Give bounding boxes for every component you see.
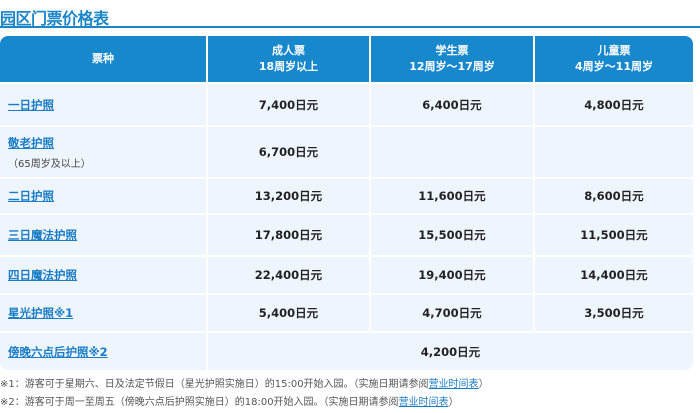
student-price: 4,700日元 (371, 293, 533, 331)
student-price: 11,600日元 (371, 177, 533, 213)
header-child-label: 儿童票 (597, 44, 631, 57)
header-adult-label: 成人票 (272, 44, 305, 57)
header-student-label: 学生票 (435, 44, 469, 57)
table-row: 敬老护照 （65周岁及以上） 6,700日元 (0, 125, 693, 177)
adult-price: 6,700日元 (208, 125, 369, 177)
ticket-link[interactable]: 星光护照※1 (8, 306, 74, 320)
header-student-age: 12周岁～17周岁 (409, 60, 495, 73)
child-price: 14,400日元 (535, 255, 693, 293)
ticket-name: 三日魔法护照 (0, 213, 206, 255)
schedule-link[interactable]: 营业时间表 (398, 397, 449, 408)
student-price: 19,400日元 (371, 255, 533, 293)
adult-price: 22,400日元 (208, 255, 369, 293)
adult-price: 5,400日元 (208, 293, 369, 331)
ticket-name: 二日护照 (0, 177, 206, 213)
adult-price: 7,400日元 (208, 82, 369, 125)
ticket-name: 傍晚六点后护照※2 (0, 331, 206, 370)
ticket-link[interactable]: 四日魔法护照 (8, 268, 77, 282)
table-row: 三日魔法护照 17,800日元 15,500日元 11,500日元 (0, 213, 693, 255)
student-price: 15,500日元 (371, 213, 533, 255)
adult-price: 17,800日元 (208, 213, 369, 255)
ticket-link[interactable]: 敬老护照 (8, 135, 54, 150)
footnote-end: ） (448, 397, 459, 408)
ticket-name: 一日护照 (0, 82, 206, 125)
header-adult: 成人票 18周岁以上 (208, 36, 369, 82)
table-row: 星光护照※1 5,400日元 4,700日元 3,500日元 (0, 293, 693, 331)
header-child-age: 4周岁～11周岁 (575, 60, 653, 73)
table-row: 四日魔法护照 22,400日元 19,400日元 14,400日元 (0, 255, 693, 293)
footnote-end: ） (478, 379, 489, 390)
ticket-name: 四日魔法护照 (0, 255, 206, 293)
all-price: 4,200日元 (208, 331, 693, 370)
table-row: 傍晚六点后护照※2 4,200日元 (0, 331, 693, 370)
ticket-link[interactable]: 一日护照 (8, 97, 54, 112)
footnote: ※1：游客可于星期六、日及法定节假日（星光护照实施日）的15:00开始入园。（实… (0, 376, 489, 394)
schedule-link[interactable]: 营业时间表 (428, 379, 479, 390)
footnote: ※2：游客可于周一至周五（傍晚六点后护照实施日）的18:00开始入园。（实施日期… (0, 394, 489, 412)
table-row: 一日护照 7,400日元 6,400日元 4,800日元 (0, 82, 693, 125)
title-divider (0, 26, 700, 28)
child-price: 3,500日元 (535, 293, 693, 331)
table-row: 二日护照 13,200日元 11,600日元 8,600日元 (0, 177, 693, 213)
student-price: 6,400日元 (371, 82, 533, 125)
header-student: 学生票 12周岁～17周岁 (371, 36, 533, 82)
child-price: 11,500日元 (535, 213, 693, 255)
page-title: 园区门票价格表 (0, 9, 109, 28)
child-price: 8,600日元 (535, 177, 693, 213)
price-table: 票种 成人票 18周岁以上 学生票 12周岁～17周岁 儿童票 4周岁～11周岁 一日… (0, 36, 695, 370)
adult-price: 13,200日元 (208, 177, 369, 213)
child-price: 4,800日元 (535, 82, 693, 125)
ticket-link[interactable]: 三日魔法护照 (8, 228, 77, 242)
ticket-name: 星光护照※1 (0, 293, 206, 331)
ticket-link[interactable]: 傍晚六点后护照※2 (8, 344, 108, 359)
student-price (371, 125, 533, 177)
ticket-note: （65周岁及以上） (8, 158, 91, 170)
header-ticket-type: 票种 (0, 36, 206, 82)
footnotes: ※1：游客可于星期六、日及法定节假日（星光护照实施日）的15:00开始入园。（实… (0, 376, 489, 412)
footnote-text: ※1：游客可于星期六、日及法定节假日（星光护照实施日）的15:00开始入园。（实… (0, 379, 429, 390)
footnote-text: ※2：游客可于周一至周五（傍晚六点后护照实施日）的18:00开始入园。（实施日期… (0, 397, 399, 408)
ticket-name: 敬老护照 （65周岁及以上） (0, 125, 206, 177)
ticket-link[interactable]: 二日护照 (8, 189, 54, 203)
header-adult-age: 18周岁以上 (258, 60, 319, 73)
child-price (535, 125, 693, 177)
table-header: 票种 成人票 18周岁以上 学生票 12周岁～17周岁 儿童票 4周岁～11周岁 (0, 36, 693, 82)
header-child: 儿童票 4周岁～11周岁 (535, 36, 693, 82)
